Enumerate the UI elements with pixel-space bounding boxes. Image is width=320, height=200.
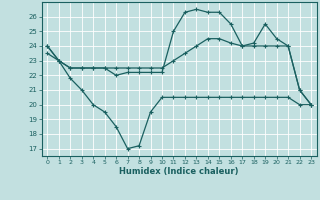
X-axis label: Humidex (Indice chaleur): Humidex (Indice chaleur) <box>119 167 239 176</box>
